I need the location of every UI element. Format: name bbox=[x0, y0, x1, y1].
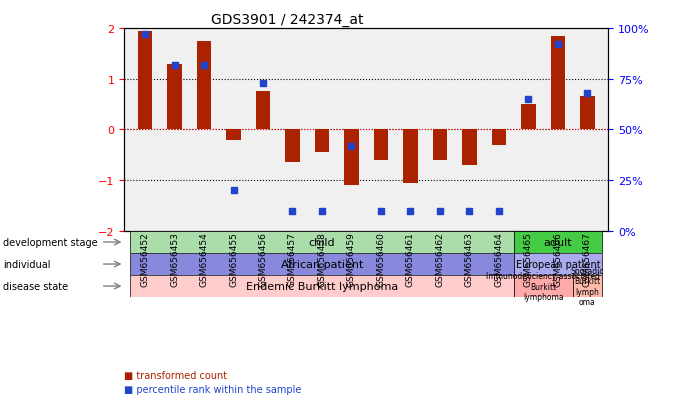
Bar bbox=[462, 130, 477, 166]
Bar bbox=[131, 231, 513, 254]
Bar bbox=[138, 31, 153, 130]
Text: GSM656453: GSM656453 bbox=[170, 231, 179, 286]
Text: GSM656458: GSM656458 bbox=[317, 231, 326, 286]
Text: GSM656463: GSM656463 bbox=[465, 231, 474, 286]
Bar bbox=[197, 42, 211, 130]
Point bbox=[258, 80, 269, 87]
Point bbox=[464, 208, 475, 214]
Bar bbox=[573, 275, 602, 297]
Text: GSM656454: GSM656454 bbox=[200, 231, 209, 286]
Bar bbox=[344, 130, 359, 186]
Text: Sporadic
Burkitt
lymph
oma: Sporadic Burkitt lymph oma bbox=[571, 266, 604, 306]
Bar bbox=[314, 130, 330, 153]
Bar bbox=[513, 275, 573, 297]
Point bbox=[346, 143, 357, 150]
Point bbox=[140, 32, 151, 38]
Point bbox=[169, 62, 180, 69]
Bar bbox=[256, 92, 270, 130]
Point bbox=[228, 188, 239, 194]
Text: GSM656462: GSM656462 bbox=[435, 231, 444, 286]
Bar bbox=[513, 231, 602, 254]
Point bbox=[523, 97, 534, 103]
Point bbox=[316, 208, 328, 214]
Text: GSM656466: GSM656466 bbox=[553, 231, 562, 286]
Bar bbox=[433, 130, 447, 161]
Bar bbox=[374, 130, 388, 161]
Point bbox=[198, 62, 209, 69]
Bar bbox=[131, 254, 513, 275]
Point bbox=[435, 208, 446, 214]
Bar bbox=[513, 254, 602, 275]
Text: GDS3901 / 242374_at: GDS3901 / 242374_at bbox=[211, 12, 364, 26]
Text: GSM656467: GSM656467 bbox=[583, 231, 592, 286]
Text: Endemic Burkitt lymphoma: Endemic Burkitt lymphoma bbox=[246, 281, 398, 291]
Bar bbox=[226, 130, 241, 140]
Text: ■ transformed count: ■ transformed count bbox=[124, 370, 227, 380]
Text: GSM656452: GSM656452 bbox=[140, 231, 149, 286]
Text: development stage: development stage bbox=[3, 237, 98, 247]
Text: disease state: disease state bbox=[3, 281, 68, 291]
Text: adult: adult bbox=[544, 237, 572, 247]
Bar bbox=[491, 130, 507, 145]
Point bbox=[287, 208, 298, 214]
Text: European patient: European patient bbox=[515, 259, 600, 269]
Point bbox=[582, 90, 593, 97]
Text: GSM656457: GSM656457 bbox=[288, 231, 297, 286]
Bar bbox=[285, 130, 300, 163]
Point bbox=[552, 42, 563, 48]
Text: GSM656459: GSM656459 bbox=[347, 231, 356, 286]
Point bbox=[375, 208, 386, 214]
Text: African patient: African patient bbox=[281, 259, 363, 269]
Text: GSM656456: GSM656456 bbox=[258, 231, 267, 286]
Point bbox=[405, 208, 416, 214]
Text: GSM656465: GSM656465 bbox=[524, 231, 533, 286]
Bar bbox=[131, 275, 513, 297]
Text: GSM656455: GSM656455 bbox=[229, 231, 238, 286]
Point bbox=[493, 208, 504, 214]
Text: child: child bbox=[309, 237, 335, 247]
Text: GSM656461: GSM656461 bbox=[406, 231, 415, 286]
Text: GSM656460: GSM656460 bbox=[377, 231, 386, 286]
Text: ■ percentile rank within the sample: ■ percentile rank within the sample bbox=[124, 385, 302, 394]
Bar bbox=[580, 97, 595, 130]
Bar bbox=[167, 64, 182, 130]
Text: GSM656464: GSM656464 bbox=[495, 231, 504, 286]
Text: Immunodeficiency associated
Burkitt
lymphoma: Immunodeficiency associated Burkitt lymp… bbox=[486, 271, 600, 301]
Bar bbox=[551, 36, 565, 130]
Bar bbox=[403, 130, 418, 183]
Text: individual: individual bbox=[3, 259, 51, 269]
Bar bbox=[521, 105, 536, 130]
